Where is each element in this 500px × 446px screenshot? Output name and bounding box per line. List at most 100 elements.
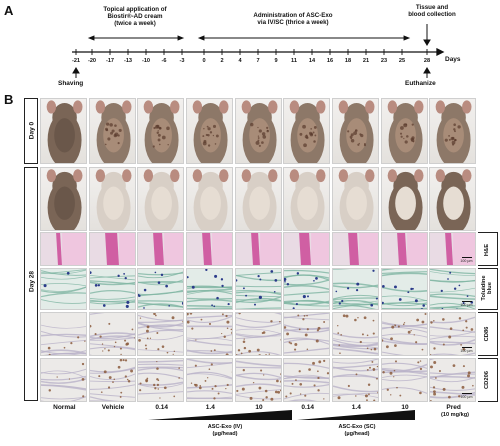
day28-mouse-image: [234, 167, 282, 231]
cd206-image: [332, 358, 380, 402]
panel-b-letter: B: [4, 92, 14, 107]
iv-group-line2: (µg/head): [212, 430, 238, 437]
toluidine-image: [234, 268, 282, 310]
image-grid: 100 µm 100 µm 100 µm 100 µm: [40, 98, 478, 402]
iv-group-line1: ASC-Exo (IV): [207, 424, 243, 430]
tick-label: -17: [105, 58, 115, 64]
tick-label: -20: [87, 58, 97, 64]
cd206-label-box: CD206: [478, 358, 498, 402]
cd86-image: [40, 312, 88, 356]
he-image: 100 µm: [429, 232, 477, 266]
pred-dose-label: (10 mg/kg): [441, 412, 469, 418]
he-image: [40, 232, 88, 266]
day28-mouse-image: [88, 167, 136, 231]
toluidine-image: [40, 268, 88, 310]
phase2-label-line2: via IV/SC (thrice a week): [257, 19, 329, 26]
cd86-image: [234, 312, 282, 356]
phase2-label: Administration of ASC-Exo via IV/SC (thr…: [228, 12, 358, 26]
shaving-label: Shaving: [58, 80, 84, 87]
tick-label: 14: [308, 58, 316, 64]
tick-label: -21: [71, 58, 81, 64]
day28-mouse-image: [380, 167, 428, 231]
cd206-image: [380, 358, 428, 402]
column-label: 0.14: [301, 404, 314, 411]
phase1-label-line1: Topical application of: [103, 6, 167, 13]
day28-mouse-image: [137, 167, 185, 231]
day28-mouse-image: [429, 167, 477, 231]
he-image: [88, 232, 136, 266]
phase2-arrow: [197, 35, 411, 41]
day0-mouse-image: [186, 98, 234, 164]
day0-mouse-image: [283, 98, 331, 164]
tissue-label: Tissue and blood collection: [402, 4, 462, 18]
day0-mouse-image: [137, 98, 185, 164]
phase1-arrow: [87, 35, 185, 41]
toluidine-image: [332, 268, 380, 310]
cd206-image: [137, 358, 185, 402]
toluidine-image: [380, 268, 428, 310]
timeline-axis: [72, 47, 445, 57]
tick-label: -6: [161, 58, 167, 64]
column-label: 1.4: [205, 404, 215, 411]
shaving-arrow: [72, 67, 80, 78]
tick-label: 9: [274, 58, 278, 64]
day0-mouse-image: [429, 98, 477, 164]
tick-label: 21: [362, 58, 370, 64]
he-image: [137, 232, 185, 266]
cd86-image: [283, 312, 331, 356]
iv-group-label: ASC-Exo (IV) (µg/head): [180, 424, 270, 437]
he-label-box: H&E: [478, 232, 498, 266]
scale-bar: 100 µm: [460, 303, 473, 307]
sc-group-line1: ASC-Exo (SC): [338, 424, 376, 430]
day0-mouse-image: [332, 98, 380, 164]
scale-bar: 100 µm: [460, 259, 473, 263]
sc-group-label: ASC-Exo (SC) (µg/head): [312, 424, 402, 437]
cd86-image: [88, 312, 136, 356]
cd206-image: [283, 358, 331, 402]
tb-label-box: Toluidine blue: [478, 268, 498, 310]
tick-label: 18: [344, 58, 352, 64]
cd86-image: [380, 312, 428, 356]
day28-mouse-image: [40, 167, 88, 231]
tissue-label-line1: Tissue and: [415, 4, 449, 11]
he-image: [186, 232, 234, 266]
toluidine-image: [137, 268, 185, 310]
sc-dose-triangle: [297, 410, 415, 420]
cd206-image: [88, 358, 136, 402]
column-label: 10: [255, 404, 263, 411]
panel-a-letter: A: [4, 3, 14, 18]
timeline-svg: [72, 24, 445, 78]
tick-label: 11: [291, 58, 297, 64]
toluidine-image: [283, 268, 331, 310]
tick-label: 28: [423, 58, 431, 64]
tick-label: 25: [398, 58, 406, 64]
day28-mouse-image: [186, 167, 234, 231]
column-label: Pred: [446, 404, 461, 411]
he-image: [332, 232, 380, 266]
tissue-arrow: [423, 24, 431, 46]
column-label: 0.14: [155, 404, 168, 411]
cd206-image: [40, 358, 88, 402]
cd86-image: [137, 312, 185, 356]
tick-label: 0: [202, 58, 206, 64]
iv-dose-triangle: [148, 410, 292, 420]
day28-label-box: Day 28: [24, 167, 38, 401]
tick-label: 16: [326, 58, 334, 64]
scale-bar: 100 µm: [460, 395, 473, 399]
phase1-label: Topical application of Biostir®-AD cream…: [80, 6, 190, 27]
column-label: 1.4: [351, 404, 361, 411]
euthanize-arrow: [423, 67, 431, 78]
toluidine-image: [88, 268, 136, 310]
day0-mouse-image: [380, 98, 428, 164]
column-label: Normal: [53, 404, 76, 411]
tick-label: 23: [380, 58, 388, 64]
cd86-image: [332, 312, 380, 356]
tick-label: -10: [141, 58, 151, 64]
euthanize-label: Euthanize: [405, 80, 436, 87]
day28-mouse-image: [283, 167, 331, 231]
cd86-image: 100 µm: [429, 312, 477, 356]
tick-label: -13: [123, 58, 133, 64]
cd206-image: [234, 358, 282, 402]
phase1-label-line2: Biostir®-AD cream: [107, 13, 163, 20]
